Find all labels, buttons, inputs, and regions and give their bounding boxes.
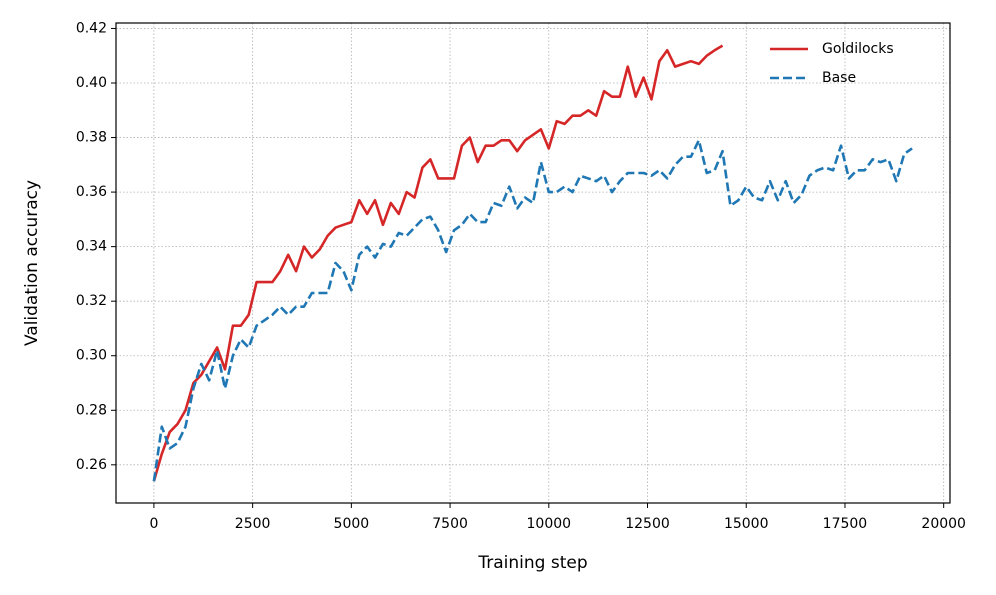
series-line: [152, 138, 913, 482]
y-tick-label: 0.40: [76, 75, 107, 91]
x-tick-label: 10000: [527, 516, 572, 532]
y-tick-label: 0.28: [76, 402, 107, 418]
y-tick-label: 0.26: [76, 457, 107, 473]
x-tick-label: 2500: [235, 516, 271, 532]
y-tick-label: 0.38: [76, 130, 107, 146]
y-tick-label: 0.30: [76, 348, 107, 364]
x-tick-label: 5000: [334, 516, 370, 532]
y-tick-label: 0.36: [76, 184, 107, 200]
legend-label: Goldilocks: [822, 41, 894, 57]
y-tick-label: 0.34: [76, 239, 107, 255]
x-tick-label: 0: [149, 516, 158, 532]
series-line: [152, 44, 724, 482]
x-tick-label: 20000: [921, 516, 966, 532]
x-tick-label: 15000: [724, 516, 769, 532]
legend-label: Base: [822, 70, 856, 86]
y-axis-label: Validation accuracy: [22, 180, 42, 346]
plot-frame: [115, 22, 951, 504]
x-tick-label: 7500: [432, 516, 468, 532]
x-tick-label: 12500: [625, 516, 670, 532]
y-tick-label: 0.32: [76, 293, 107, 309]
x-axis-label: Training step: [477, 553, 587, 573]
y-tick-label: 0.42: [76, 20, 107, 36]
x-tick-label: 17500: [823, 516, 868, 532]
